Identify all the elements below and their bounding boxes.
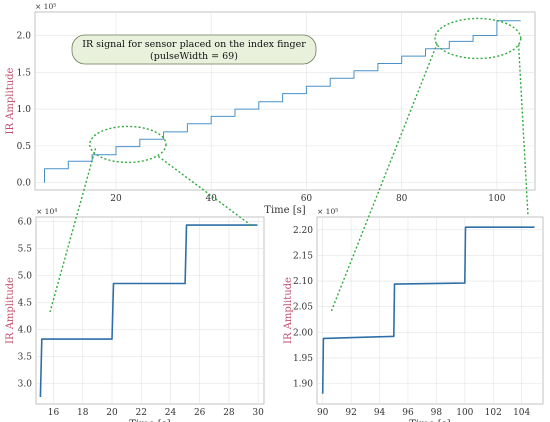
chart2-x-axis-label: Time [s] [409,419,450,422]
chart0-y-tick-label: 0.5 [17,142,32,152]
chart2-x-tick-label: 92 [345,408,356,418]
chart2-x-tick-label: 102 [485,408,502,418]
annotation-box-bg [71,34,317,65]
chart0-x-tick-label: 60 [301,194,313,204]
chart1-x-axis-label: Time [s] [129,419,170,422]
chart1-y-tick-label: 6.0 [18,217,33,227]
chart2-x-tick-label: 98 [431,408,443,418]
zoom-connector-line [330,43,438,313]
zoom-chart-left: 16 18 20 22 24 26 28 30 3.0 3.5 4.0 4.5 5.0 5.5 6.0 Tim… [5,207,265,422]
chart1-y-tick-label: 3.0 [18,379,33,389]
chart1-x-tick-label: 16 [48,408,60,418]
chart0-y-tick-label: 2.0 [17,32,32,42]
chart1-y-tick-label: 4.0 [18,325,33,335]
chart1-plot-area [35,216,265,405]
chart0-series-line [44,20,521,183]
chart0-y-tick-label: 1.5 [17,68,32,78]
chart0-x-tick-label: 40 [205,194,217,204]
annotation-box: IR signal for sensor placed on the index… [71,34,317,65]
zoom-connector-line [49,148,97,313]
chart1-x-tick-label: 28 [223,408,235,418]
chart1-x-tick-label: 20 [106,408,118,418]
chart0-x-axis-label: Time [s] [264,205,305,216]
chart2-y-tick-label: 2.00 [293,328,313,338]
chart0-x-tick-label: 80 [396,194,408,204]
chart2-x-tick-label: 90 [317,408,329,418]
zoom-region-ellipse [89,125,167,164]
chart2-y-tick-label: 2.10 [293,277,313,287]
chart2-x-tick-label: 96 [402,408,414,418]
chart2-y-tick-label: 1.90 [293,380,313,390]
chart2-plot-area [316,216,544,405]
chart1-axis-multiplier: × 10⁴ [36,207,57,216]
chart2-axis-multiplier: × 10⁵ [317,207,338,216]
zoom-chart-right: 90 92 94 96 98 100 102 104 1.90 1.95 2.00 2.05 2.10 2… [283,207,544,422]
zoom-region-ellipse [434,17,522,60]
chart2-x-tick-label: 94 [374,408,386,418]
chart0-y-tick-label: 1.0 [17,105,32,115]
chart1-y-tick-label: 5.5 [18,244,33,254]
chart2-series-line [321,226,535,394]
zoom-annotations [49,17,529,313]
annotation-line1: IR signal for sensor placed on the index… [82,39,306,50]
chart1-x-tick-label: 22 [136,408,147,418]
chart2-y-axis-label: IR Amplitude [283,277,294,344]
chart1-y-tick-label: 5.0 [18,271,33,281]
chart1-y-tick-label: 4.5 [18,298,33,308]
chart0-x-tick-label: 20 [110,194,122,204]
chart1-series-line [39,224,258,398]
chart0-y-tick-label: 0.0 [17,179,32,189]
main-chart: 20 40 60 80 100 0.0 0.5 1.0 1.5 2.0 Time [s] IR Amp… [5,2,536,216]
chart2-y-tick-label: 2.15 [293,251,313,261]
zoom-connector-line [517,44,529,217]
chart1-x-tick-label: 24 [165,408,177,418]
zoom-connector-line [157,155,253,227]
chart1-x-tick-label: 18 [77,408,89,418]
chart0-y-axis-label: IR Amplitude [5,67,16,134]
chart0-x-tick-label: 100 [488,194,505,204]
chart1-x-tick-label: 26 [194,408,206,418]
chart0-axis-multiplier: × 10⁵ [35,2,56,11]
chart2-x-tick-label: 100 [456,408,473,418]
chart2-y-tick-label: 2.05 [293,303,313,313]
chart1-y-axis-label: IR Amplitude [5,277,16,344]
chart1-y-tick-label: 3.5 [18,352,33,362]
chart2-x-tick-label: 104 [513,408,530,418]
chart2-y-tick-label: 2.20 [293,226,313,236]
annotation-line2: (pulseWidth = 69) [150,51,238,62]
chart2-y-tick-label: 1.95 [293,354,313,364]
chart1-x-tick-label: 30 [252,408,264,418]
